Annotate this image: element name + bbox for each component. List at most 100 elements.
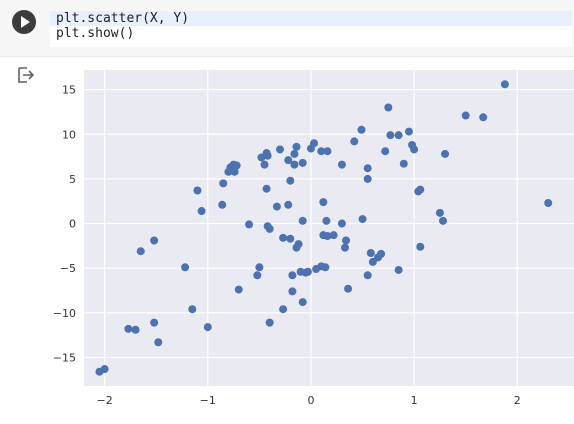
scatter-point xyxy=(337,160,346,169)
plot-area xyxy=(84,70,574,386)
y-tick-label: −5 xyxy=(60,262,76,275)
scatter-point xyxy=(294,240,303,249)
scatter-point xyxy=(350,137,359,146)
scatter-point xyxy=(290,149,299,158)
scatter-point xyxy=(253,271,262,280)
x-tick-label: 1 xyxy=(411,394,418,407)
y-tick-label: 0 xyxy=(69,218,76,231)
scatter-point xyxy=(416,242,425,251)
scatter-point xyxy=(193,186,202,195)
run-cell-button[interactable] xyxy=(12,10,36,34)
scatter-point xyxy=(366,248,375,257)
scatter-points xyxy=(95,80,553,376)
scatter-point xyxy=(337,219,346,228)
scatter-point xyxy=(197,207,206,216)
scatter-point xyxy=(262,184,271,193)
scatter-point xyxy=(265,318,274,327)
scatter-point xyxy=(288,271,297,280)
code-editor[interactable]: plt.scatter(X, Y) plt.show() xyxy=(50,11,572,47)
output-redirect-icon[interactable] xyxy=(18,67,36,83)
y-tick-label: −10 xyxy=(53,307,76,320)
scatter-point xyxy=(394,131,403,140)
scatter-point xyxy=(303,267,312,276)
scatter-point xyxy=(203,323,212,332)
scatter-point xyxy=(544,199,553,208)
scatter-point xyxy=(286,234,295,243)
scatter-point xyxy=(181,263,190,272)
scatter-point xyxy=(265,224,274,233)
scatter-point xyxy=(279,233,288,242)
scatter-point xyxy=(342,236,351,245)
scatter-point xyxy=(298,216,307,225)
scatter-point xyxy=(500,80,509,89)
scatter-point xyxy=(377,249,386,258)
scatter-point xyxy=(284,200,293,209)
scatter-point xyxy=(298,298,307,307)
scatter-point xyxy=(234,285,243,294)
scatter-point xyxy=(276,145,284,154)
scatter-point xyxy=(416,185,425,194)
scatter-point xyxy=(136,247,145,256)
scatter-point xyxy=(321,263,330,272)
scatter-point xyxy=(286,176,295,185)
scatter-point xyxy=(438,216,447,225)
scatter-point xyxy=(381,147,390,156)
scatter-point xyxy=(329,231,338,240)
scatter-point xyxy=(479,113,488,122)
scatter-point xyxy=(461,111,470,120)
scatter-point xyxy=(219,179,228,188)
scatter-point xyxy=(363,174,372,183)
code-line-1: plt.scatter(X, Y) xyxy=(50,11,572,26)
scatter-point xyxy=(218,200,227,209)
scatter-point xyxy=(292,142,301,151)
x-tick-label: −1 xyxy=(200,394,216,407)
y-tick-label: 10 xyxy=(62,128,76,141)
scatter-point xyxy=(150,318,159,327)
scatter-point xyxy=(131,325,140,334)
scatter-point xyxy=(279,305,288,314)
scatter-point xyxy=(323,232,332,241)
grid-lines xyxy=(84,70,574,386)
scatter-point xyxy=(272,202,281,211)
x-tick-label: 0 xyxy=(307,394,314,407)
scatter-point xyxy=(255,263,264,272)
scatter-point xyxy=(363,164,372,173)
y-tick-label: −15 xyxy=(53,351,76,364)
scatter-point xyxy=(357,125,366,134)
y-tick-label: 15 xyxy=(62,84,76,97)
scatter-point xyxy=(410,145,419,154)
scatter-point xyxy=(340,243,349,252)
scatter-point xyxy=(441,149,450,158)
scatter-point xyxy=(435,208,444,217)
scatter-point xyxy=(322,216,331,225)
code-cell: plt.scatter(X, Y) plt.show() xyxy=(0,0,574,57)
scatter-point xyxy=(232,161,241,170)
scatter-point xyxy=(404,127,413,136)
scatter-point xyxy=(230,167,239,176)
x-tick-label: 2 xyxy=(514,394,521,407)
scatter-point xyxy=(394,265,403,274)
scatter-point xyxy=(386,131,395,140)
scatter-point xyxy=(358,215,367,224)
x-tick-label: −2 xyxy=(97,394,113,407)
scatter-point xyxy=(363,271,372,280)
scatter-point xyxy=(100,365,109,374)
scatter-point xyxy=(344,284,353,293)
code-line-2: plt.show() xyxy=(56,26,135,41)
scatter-point xyxy=(150,236,159,245)
scatter-point xyxy=(245,220,254,229)
scatter-point xyxy=(260,160,269,169)
scatter-point xyxy=(323,147,332,156)
scatter-point xyxy=(263,151,272,160)
scatter-point xyxy=(317,147,326,156)
scatter-point xyxy=(384,103,393,112)
play-icon xyxy=(21,16,30,28)
scatter-point xyxy=(257,153,266,162)
scatter-point xyxy=(310,139,319,148)
y-tick-label: 5 xyxy=(69,173,76,186)
scatter-point xyxy=(368,257,377,266)
scatter-point xyxy=(319,198,328,207)
scatter-point xyxy=(298,158,307,167)
